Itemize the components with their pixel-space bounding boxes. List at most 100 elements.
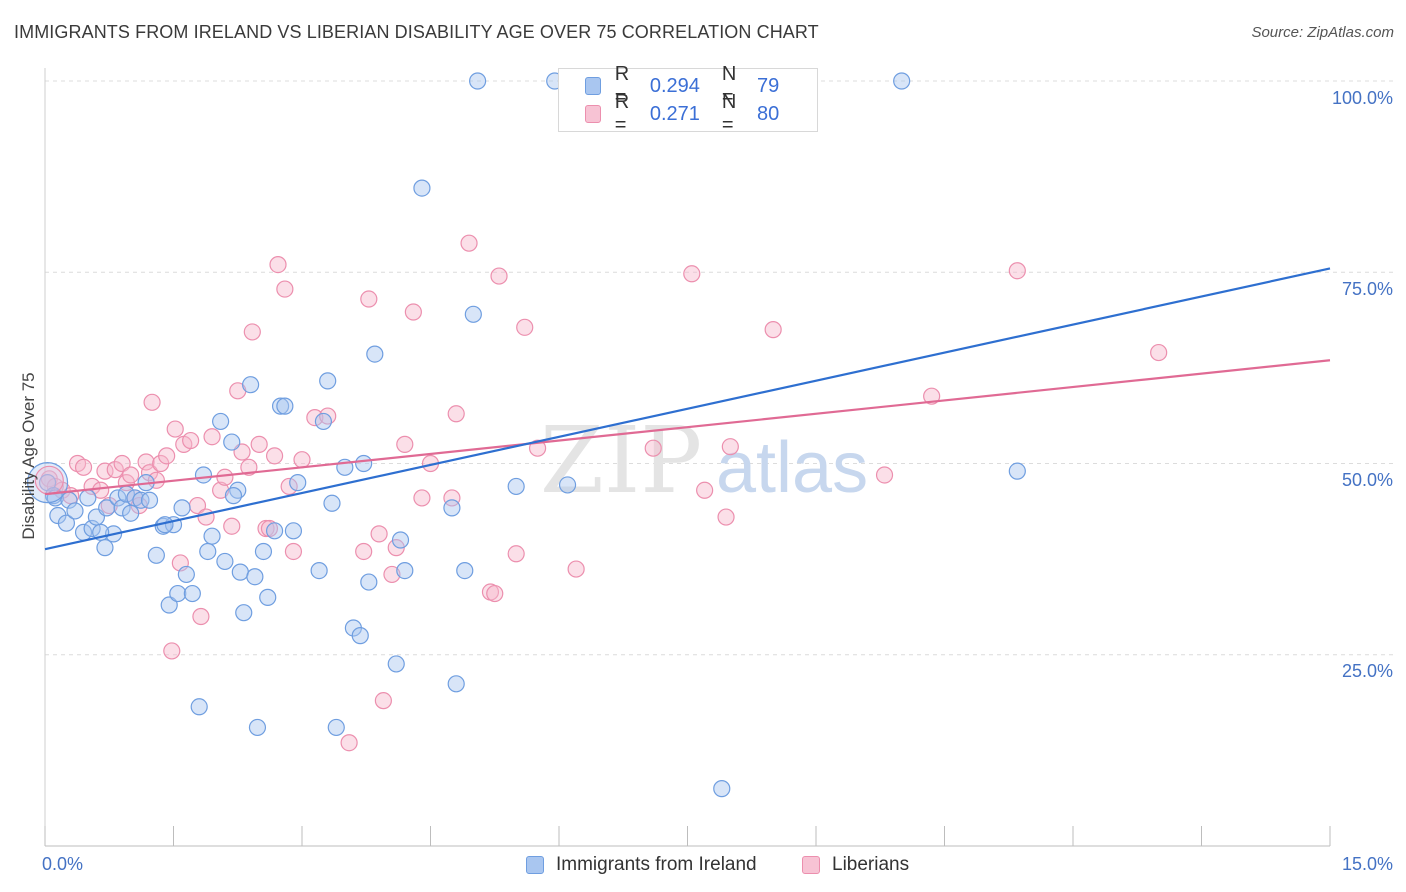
liberian-point	[92, 481, 110, 499]
tick-labels: 0.0% 15.0% 100.0% 75.0% 50.0% 25.0% Disa…	[19, 88, 1393, 874]
ireland-point	[413, 179, 431, 197]
ireland-point	[284, 522, 303, 540]
ireland-point	[169, 584, 187, 603]
liberian-point	[280, 477, 298, 496]
legend-n-value: 80	[756, 102, 780, 125]
legend-r-label: R =	[614, 91, 630, 136]
y-tick-label-100: 100.0%	[1332, 88, 1393, 108]
liberian-point	[764, 321, 782, 339]
liberian-point	[721, 438, 739, 456]
ireland-point	[469, 72, 487, 90]
liberian-point	[243, 323, 261, 341]
liberian-point	[182, 431, 200, 450]
ireland-point	[66, 502, 84, 520]
ireland-point	[160, 596, 178, 614]
ireland-point	[79, 489, 97, 507]
ireland-point	[147, 546, 165, 564]
ireland-point	[391, 531, 410, 549]
y-tick-label-75: 75.0%	[1342, 279, 1393, 299]
liberian-point	[413, 489, 431, 507]
legend-n-label: N =	[721, 91, 737, 136]
liberian-point	[276, 280, 294, 298]
ireland-point	[310, 561, 328, 580]
liberian-point	[163, 642, 181, 660]
liberian-point	[1150, 343, 1168, 362]
liberian-point	[516, 318, 534, 336]
legend-swatch-pink	[585, 105, 601, 123]
liberian-point	[240, 458, 258, 476]
chart-title: IMMIGRANTS FROM IRELAND VS LIBERIAN DISA…	[14, 22, 819, 42]
liberian-point	[306, 409, 324, 427]
liberian-point	[269, 256, 287, 274]
ireland-point	[447, 675, 465, 693]
liberian-point	[197, 508, 215, 526]
ireland-point	[122, 504, 140, 522]
liberian-point	[567, 560, 585, 578]
liberian-point	[216, 468, 234, 486]
ireland-point	[360, 573, 378, 591]
liberian-point	[74, 458, 93, 476]
ireland-point	[140, 491, 159, 509]
ireland-point	[443, 499, 461, 517]
liberian-point	[233, 443, 251, 461]
liberian-point	[223, 517, 241, 535]
ireland-point	[289, 474, 307, 492]
ireland-point	[366, 345, 384, 363]
ireland-point	[109, 489, 127, 507]
liberian-point	[293, 451, 311, 469]
liberian-point	[34, 465, 64, 495]
legend-r-value: 0.294	[649, 74, 700, 97]
liberian-point	[396, 435, 414, 453]
ireland-point	[387, 655, 405, 673]
ireland-point	[464, 305, 482, 323]
legend-row-liberians: R = 0.271 N = 80	[585, 91, 817, 136]
liberian-point	[106, 461, 124, 479]
liberian-point	[370, 525, 388, 543]
legend-label-ireland: Immigrants from Ireland	[556, 854, 757, 875]
liberian-point	[192, 607, 210, 626]
liberian-point	[250, 435, 268, 453]
liberian-point	[137, 453, 155, 471]
ireland-point	[558, 476, 577, 494]
ireland-point	[194, 466, 213, 484]
ireland-point	[190, 698, 208, 716]
liberian-point	[203, 428, 221, 446]
legend-r-value: 0.271	[649, 102, 700, 125]
liberian-point	[143, 393, 161, 411]
liberian-point	[404, 303, 422, 321]
y-axis-title: Disability Age Over 75	[19, 372, 38, 539]
ireland-point	[224, 487, 243, 505]
ireland-point	[113, 499, 131, 517]
liberian-point	[486, 584, 504, 603]
ireland-point	[319, 372, 337, 390]
liberian-point	[1008, 262, 1026, 280]
liberian-point	[212, 481, 230, 499]
ireland-point	[212, 412, 230, 431]
liberian-point	[683, 265, 701, 283]
liberian-point	[113, 454, 131, 473]
legend-n-label: N =	[721, 63, 737, 108]
ireland-point	[327, 718, 345, 737]
data-points	[26, 72, 1168, 798]
ireland-point	[216, 552, 234, 571]
legend-n-value: 79	[756, 74, 780, 97]
x-tick-label-min: 0.0%	[42, 854, 83, 874]
liberian-point	[507, 545, 525, 563]
ireland-point	[314, 412, 333, 431]
y-tick-label-25: 25.0%	[1342, 661, 1393, 681]
liberian-point	[122, 466, 140, 484]
liberian-point	[923, 387, 941, 405]
liberian-point	[147, 471, 165, 489]
liberian-point	[460, 234, 478, 252]
legend-swatch-blue	[585, 77, 601, 95]
legend-label-liberians: Liberians	[832, 854, 910, 875]
liberian-point	[158, 447, 176, 465]
ireland-point	[323, 494, 341, 512]
ireland-point	[271, 397, 290, 415]
liberian-point	[875, 466, 894, 484]
liberian-point	[644, 439, 662, 457]
ireland-point	[57, 514, 76, 532]
liberian-point	[447, 405, 465, 423]
watermark: ZIP atlas	[540, 407, 868, 514]
